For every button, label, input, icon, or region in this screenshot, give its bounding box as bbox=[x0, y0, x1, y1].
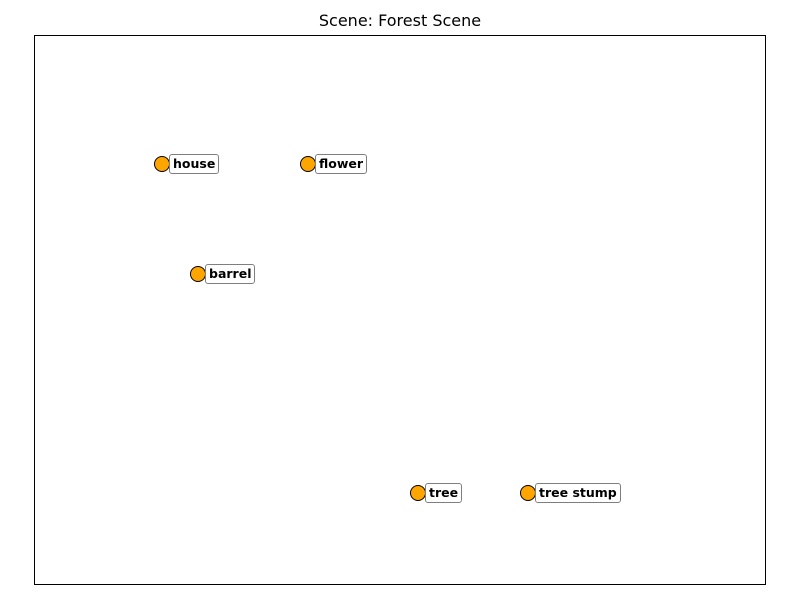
house-marker-icon bbox=[154, 156, 170, 172]
tree-stump-label: tree stump bbox=[535, 483, 621, 503]
barrel-marker-icon bbox=[190, 266, 206, 282]
tree-label: tree bbox=[425, 483, 463, 503]
scene-frame bbox=[34, 35, 766, 585]
scene-title: Scene: Forest Scene bbox=[318, 11, 482, 30]
tree-stump-marker-icon bbox=[520, 485, 536, 501]
barrel-label: barrel bbox=[205, 264, 256, 284]
flower-label: flower bbox=[315, 154, 368, 174]
tree-marker-icon bbox=[410, 485, 426, 501]
house-label: house bbox=[169, 154, 220, 174]
flower-marker-icon bbox=[300, 156, 316, 172]
